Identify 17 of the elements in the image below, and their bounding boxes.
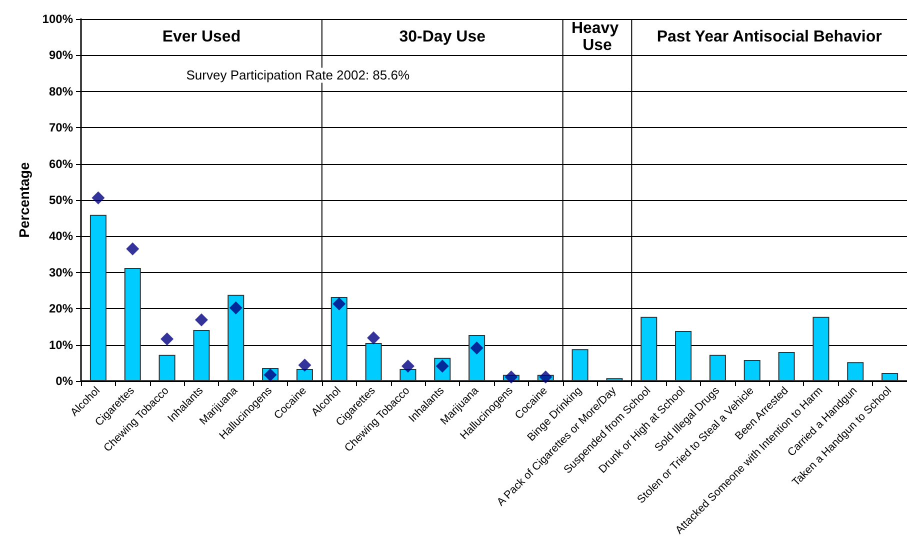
y-tick-label: 30%	[48, 265, 74, 280]
y-tick-label: 100%	[42, 12, 74, 26]
y-tick-label: 80%	[48, 84, 74, 98]
y-tick-label: 0%	[56, 374, 74, 388]
y-tick-label: 60%	[48, 156, 74, 171]
y-tick-label: 20%	[48, 302, 74, 316]
y-tick-label: 10%	[48, 338, 74, 352]
annotation: Heavy Use	[571, 20, 624, 54]
y-tick-label: 50%	[48, 193, 74, 207]
annotation: 30-Day Use	[399, 28, 486, 46]
y-tick-label: 70%	[48, 120, 74, 135]
annotation: Past Year Antisocial Behavior	[656, 28, 882, 46]
y-tick-label: 40%	[48, 229, 74, 244]
y-tick-label: 90%	[48, 48, 74, 62]
annotation: Survey Participation Rate 2002: 85.6%	[186, 68, 410, 83]
y-axis-title: Percentage	[16, 162, 32, 238]
annotation: Ever Used	[162, 28, 241, 46]
